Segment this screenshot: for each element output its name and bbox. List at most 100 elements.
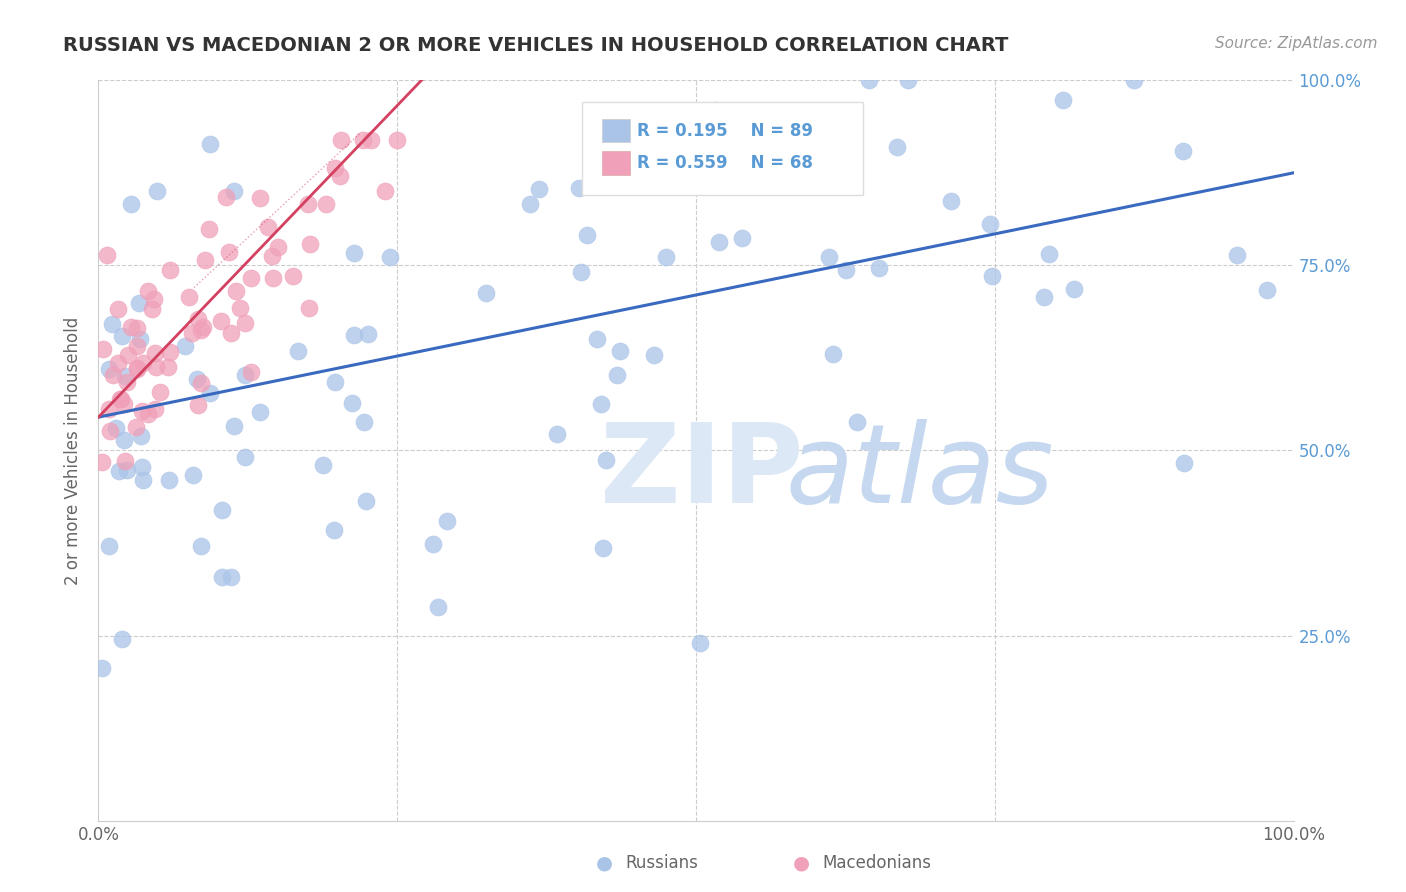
Point [343, 246, 366, 260]
Text: ZIP: ZIP [600, 419, 804, 526]
Point [385, 132, 408, 146]
Point [104, 421, 127, 435]
Point [117, 348, 139, 362]
Point [91, 661, 114, 675]
Point [356, 326, 378, 341]
Point [981, 269, 1004, 284]
Point [609, 344, 631, 359]
Point [1063, 282, 1085, 296]
Point [436, 514, 458, 528]
Point [262, 271, 284, 285]
Point [131, 429, 153, 443]
Point [131, 459, 153, 474]
Point [569, 265, 592, 279]
Point [129, 332, 152, 346]
Point [262, 249, 284, 263]
Point [235, 316, 257, 330]
Point [131, 473, 153, 487]
Point [742, 143, 765, 157]
Point [233, 368, 256, 383]
Point [586, 332, 609, 346]
Point [323, 161, 346, 176]
Point [125, 362, 148, 376]
Y-axis label: 2 or more Vehicles in Household: 2 or more Vehicles in Household [65, 317, 83, 584]
Point [127, 320, 149, 334]
Point [120, 319, 142, 334]
Point [835, 263, 858, 277]
Point [125, 360, 148, 375]
Point [177, 290, 200, 304]
Point [190, 323, 212, 337]
Point [108, 392, 131, 407]
Point [145, 402, 167, 417]
Point [568, 181, 591, 195]
Text: R = 0.195    N = 89: R = 0.195 N = 89 [637, 121, 814, 140]
Point [704, 103, 727, 118]
Text: Russians: Russians [626, 855, 699, 872]
Point [249, 191, 271, 205]
Point [98, 401, 121, 416]
Point [111, 632, 134, 646]
Point [591, 397, 613, 411]
Point [731, 230, 754, 244]
Point [527, 182, 550, 196]
Point [218, 244, 240, 259]
Point [187, 398, 209, 412]
Point [827, 150, 849, 164]
FancyBboxPatch shape [582, 103, 863, 195]
Point [329, 132, 352, 146]
Point [240, 271, 263, 285]
Point [298, 237, 321, 252]
Point [707, 235, 730, 250]
Point [190, 540, 212, 554]
Text: RUSSIAN VS MACEDONIAN 2 OR MORE VEHICLES IN HOUSEHOLD CORRELATION CHART: RUSSIAN VS MACEDONIAN 2 OR MORE VEHICLES… [63, 36, 1008, 54]
Point [143, 293, 166, 307]
Text: R = 0.559    N = 68: R = 0.559 N = 68 [637, 154, 813, 172]
Point [257, 219, 280, 234]
Point [108, 464, 131, 478]
Point [149, 384, 172, 399]
Point [374, 184, 396, 198]
Point [1122, 73, 1144, 87]
Point [858, 73, 880, 87]
Point [146, 185, 169, 199]
Point [1226, 247, 1249, 261]
Point [114, 454, 136, 468]
Point [125, 419, 148, 434]
Point [1038, 247, 1060, 261]
Point [229, 301, 252, 316]
Point [111, 329, 134, 343]
Point [606, 368, 628, 382]
Point [352, 132, 374, 146]
Point [287, 343, 309, 358]
Point [297, 197, 319, 211]
Point [426, 600, 449, 615]
Point [897, 73, 920, 87]
Point [378, 250, 401, 264]
Point [821, 347, 844, 361]
Point [211, 570, 233, 584]
Point [214, 190, 236, 204]
Point [1173, 456, 1195, 470]
Point [422, 537, 444, 551]
Point [689, 636, 711, 650]
Point [141, 301, 163, 316]
Point [159, 263, 181, 277]
Point [322, 523, 344, 537]
Point [1256, 283, 1278, 297]
Point [127, 339, 149, 353]
Text: ●: ● [793, 854, 810, 873]
Point [112, 433, 135, 447]
Point [233, 450, 256, 464]
Point [818, 250, 841, 264]
Point [1052, 93, 1074, 107]
Point [222, 418, 245, 433]
Point [353, 415, 375, 429]
Point [219, 570, 242, 584]
Text: atlas: atlas [786, 419, 1054, 526]
Point [98, 424, 121, 438]
Point [868, 261, 890, 276]
Point [194, 252, 217, 267]
Point [267, 240, 290, 254]
FancyBboxPatch shape [602, 119, 630, 143]
